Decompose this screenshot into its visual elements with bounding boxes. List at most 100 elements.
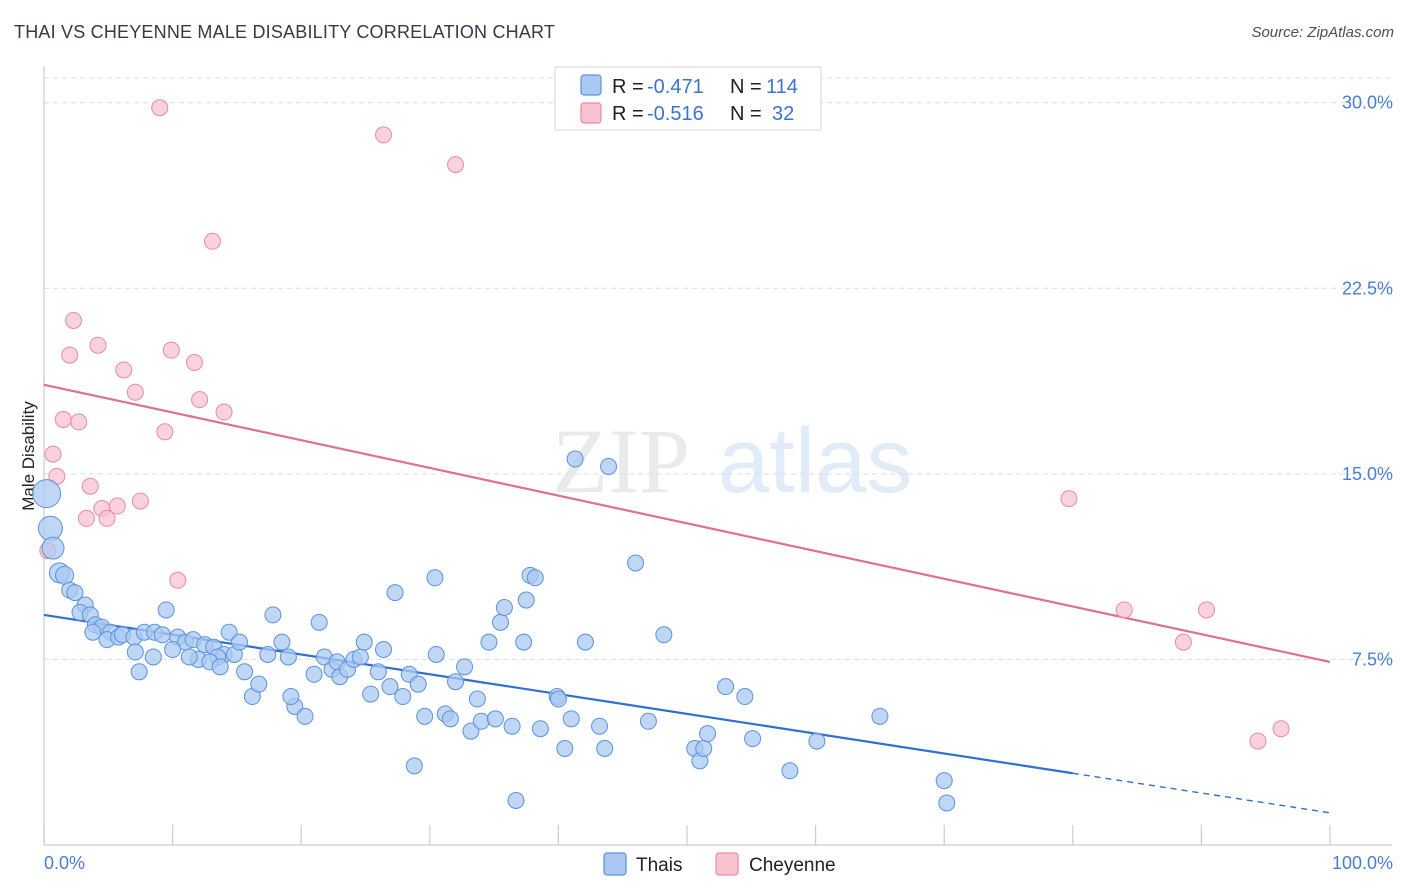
x-axis-ticks <box>43 825 1331 845</box>
y-tick-label: 30.0% <box>1342 93 1393 113</box>
thais-point <box>250 675 268 693</box>
thais-point <box>808 732 826 750</box>
y-tick-labels: 7.5% 15.0% 22.5% 30.0% <box>1342 93 1393 670</box>
thais-point <box>507 791 525 809</box>
thais-point <box>591 717 609 735</box>
thais-point <box>566 450 584 468</box>
thais-point <box>576 633 594 651</box>
cheyenne-series-swatch <box>715 852 739 876</box>
thais-point <box>37 515 63 541</box>
y-tick-label: 22.5% <box>1342 278 1393 298</box>
thais-point <box>305 665 323 683</box>
cheyenne-point <box>1198 601 1216 619</box>
thais-point <box>717 678 735 696</box>
grid-lines <box>44 77 1392 660</box>
cheyenne-point <box>61 346 79 364</box>
thais-series-swatch <box>603 852 627 876</box>
thais-point <box>130 663 148 681</box>
thais-point <box>744 730 762 748</box>
thais-point <box>441 710 459 728</box>
cheyenne-point <box>44 445 62 463</box>
thais-trend-line-extension <box>1072 772 1331 814</box>
watermark: ZIP atlas <box>552 410 912 512</box>
cheyenne-point <box>1060 490 1078 508</box>
cheyenne-point <box>126 383 144 401</box>
cheyenne-point <box>115 361 133 379</box>
thais-point <box>495 598 513 616</box>
thais-point <box>230 633 248 651</box>
cheyenne-point <box>162 341 180 359</box>
thais-point <box>296 707 314 725</box>
thais-point <box>273 633 291 651</box>
thais-point <box>164 641 182 659</box>
thais-r-label: R = <box>612 76 644 98</box>
cheyenne-point <box>65 311 83 329</box>
thais-point <box>369 663 387 681</box>
series-legend: Thais Cheyenne <box>603 852 836 876</box>
cheyenne-point <box>81 477 99 495</box>
thais-legend-swatch <box>580 74 602 96</box>
thais-point <box>375 641 393 659</box>
thais-point <box>66 584 84 602</box>
thais-point <box>695 740 713 758</box>
thais-point <box>781 762 799 780</box>
thais-point <box>144 648 162 666</box>
thais-point <box>32 479 62 509</box>
thais-points <box>32 450 956 812</box>
watermark-atlas: atlas <box>718 410 912 512</box>
stats-legend: R = -0.471 N = 114 R = -0.516 N = 32 <box>554 66 822 131</box>
cheyenne-series-name: Cheyenne <box>749 855 836 876</box>
thais-point <box>655 626 673 644</box>
thais-n-label: N = <box>730 76 762 98</box>
thais-point <box>126 643 144 661</box>
x-tick-label: 0.0% <box>44 853 85 873</box>
thais-point <box>486 710 504 728</box>
thais-point <box>264 606 282 624</box>
thais-point <box>596 740 614 758</box>
cheyenne-point <box>131 492 149 510</box>
thais-point <box>153 626 171 644</box>
thais-point <box>282 688 300 706</box>
cheyenne-point <box>1249 732 1267 750</box>
thais-point <box>394 688 412 706</box>
thais-n-value: 114 <box>766 76 798 98</box>
thais-r-value: -0.471 <box>647 76 704 98</box>
thais-point <box>562 710 580 728</box>
thais-point <box>462 722 480 740</box>
thais-point <box>627 554 645 572</box>
cheyenne-point <box>203 232 221 250</box>
thais-point <box>480 633 498 651</box>
x-tick-labels: 0.0% 100.0% <box>44 853 1393 873</box>
cheyenne-point <box>151 99 169 117</box>
thais-point <box>472 712 490 730</box>
thais-point <box>259 645 277 663</box>
thais-point <box>600 457 618 475</box>
cheyenne-point <box>375 126 393 144</box>
thais-point <box>456 658 474 676</box>
thais-point <box>935 772 953 790</box>
cheyenne-point <box>447 156 465 174</box>
thais-point <box>699 725 717 743</box>
thais-point <box>279 648 297 666</box>
thais-point <box>405 757 423 775</box>
thais-point <box>386 584 404 602</box>
thais-point <box>426 569 444 587</box>
x-tick-label: 100.0% <box>1332 853 1393 873</box>
thais-point <box>515 633 533 651</box>
thais-point <box>180 648 198 666</box>
thais-point <box>517 591 535 609</box>
source-credit: Source: ZipAtlas.com <box>1251 24 1394 41</box>
thais-point <box>381 678 399 696</box>
thais-point <box>355 633 373 651</box>
thais-point <box>157 601 175 619</box>
thais-point <box>310 613 328 631</box>
thais-point <box>447 673 465 691</box>
thais-point <box>503 717 521 735</box>
cheyenne-point <box>1272 720 1290 738</box>
thais-point <box>220 623 238 641</box>
thais-point <box>351 648 369 666</box>
thais-point <box>639 712 657 730</box>
chart-title: THAI VS CHEYENNE MALE DISABILITY CORRELA… <box>14 22 556 42</box>
thais-point <box>556 740 574 758</box>
cheyenne-point <box>89 336 107 354</box>
